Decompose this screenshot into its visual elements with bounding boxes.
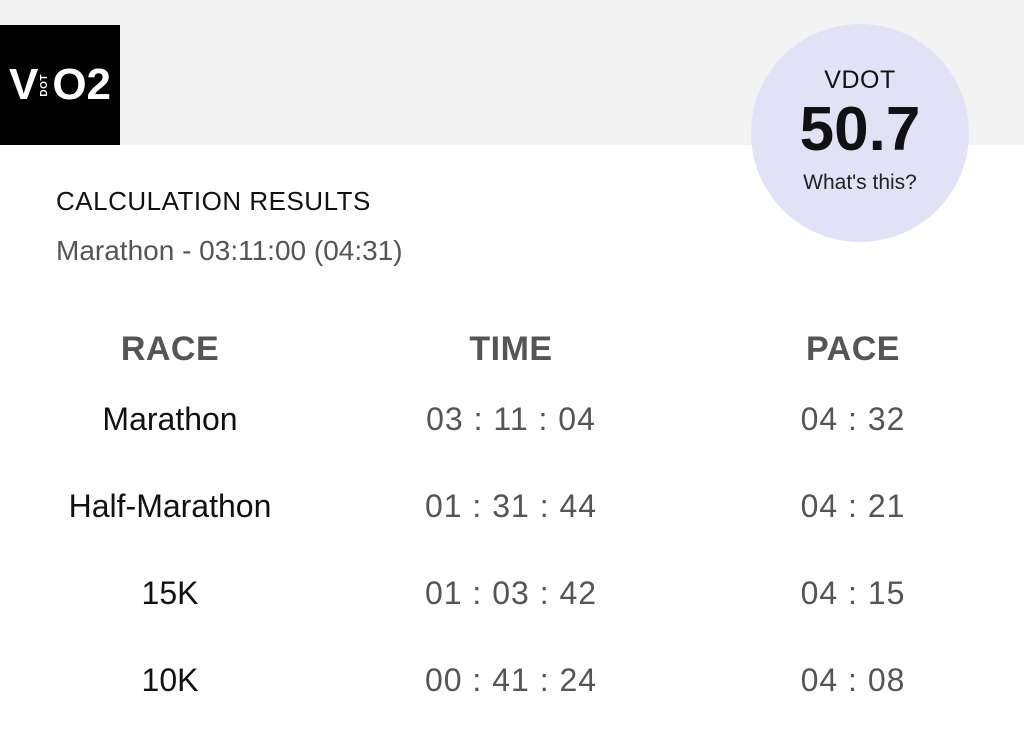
results-table: RACE TIME PACE Marathon 03 : 11 : 04 04 … [0, 322, 1024, 724]
vdot-o2-logo[interactable]: V DOT O2 [0, 25, 120, 145]
logo-v: V [8, 60, 39, 109]
time-cell: 01 : 03 : 42 [424, 575, 598, 611]
header-race: RACE [120, 329, 220, 368]
race-cell: 15K [141, 575, 199, 611]
table-row: Marathon 03 : 11 : 04 04 : 32 [0, 376, 1024, 463]
results-title: CALCULATION RESULTS [56, 186, 371, 216]
time-cell: 03 : 11 : 04 [426, 401, 596, 437]
table-row: 15K 01 : 03 : 42 04 : 15 [0, 550, 1024, 637]
pace-cell: 04 : 21 [800, 488, 906, 524]
table-row: Half-Marathon 01 : 31 : 44 04 : 21 [0, 463, 1024, 550]
pace-cell: 04 : 08 [800, 662, 906, 698]
pace-cell: 04 : 15 [800, 575, 906, 611]
logo-o2: O2 [52, 60, 112, 109]
results-subtitle: Marathon - 03:11:00 (04:31) [56, 235, 403, 266]
time-cell: 00 : 41 : 24 [424, 662, 598, 698]
header-pace: PACE [806, 329, 900, 368]
table-header-row: RACE TIME PACE [0, 322, 1024, 376]
logo-dot: DOT [39, 73, 51, 97]
header-time: TIME [469, 329, 553, 368]
vdot-score-badge: VDOT 50.7 What's this? [751, 24, 969, 242]
table-row: 10K 00 : 41 : 24 04 : 08 [0, 637, 1024, 724]
race-cell: Half-Marathon [68, 488, 272, 524]
time-cell: 01 : 31 : 44 [424, 488, 598, 524]
race-cell: 10K [141, 662, 199, 698]
whats-this-link[interactable]: What's this? [803, 171, 917, 194]
race-cell: Marathon [102, 401, 238, 437]
vdot-value: 50.7 [799, 95, 921, 164]
pace-cell: 04 : 32 [800, 401, 906, 437]
vdot-label: VDOT [824, 66, 896, 94]
